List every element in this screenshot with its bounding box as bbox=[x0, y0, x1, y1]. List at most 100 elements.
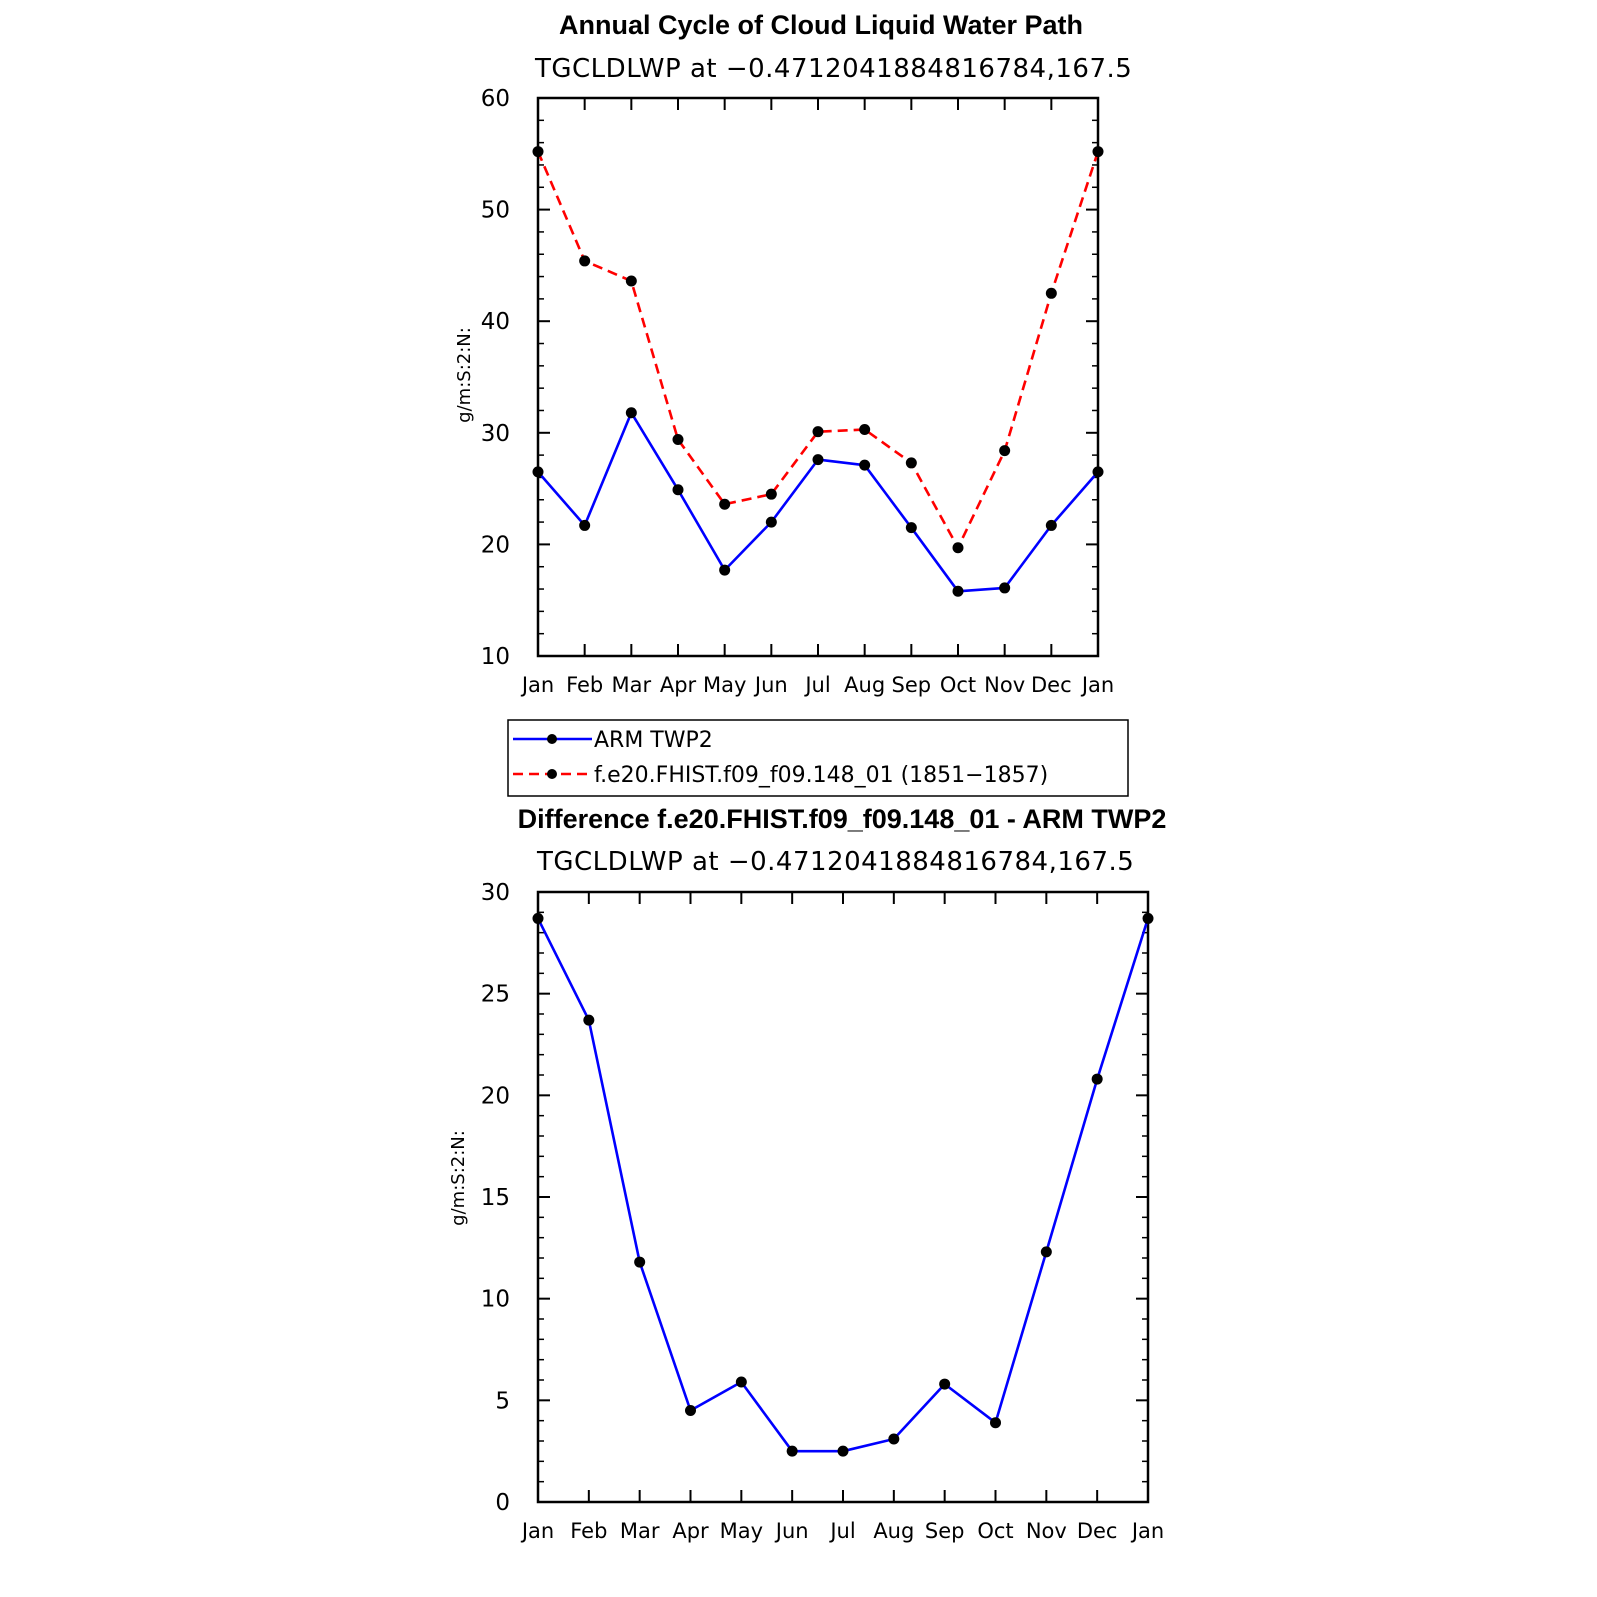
legend-marker-arm bbox=[547, 734, 557, 744]
plot-frame-1 bbox=[536, 96, 1100, 658]
chart-title-2: Difference f.e20.FHIST.f09_f09.148_01 - … bbox=[518, 804, 1167, 834]
data-point bbox=[634, 1256, 646, 1268]
data-point bbox=[952, 542, 964, 554]
data-point bbox=[685, 1405, 696, 1416]
data-point bbox=[765, 488, 777, 500]
y-tick-label: 5 bbox=[495, 1388, 510, 1414]
x-tick-label: May bbox=[703, 673, 746, 697]
y-axis-label-2: g/m:S:2:N: bbox=[448, 1130, 469, 1226]
legend: ARM TWP2 f.e20.FHIST.f09_f09.148_01 (185… bbox=[507, 719, 1129, 797]
x-tick-label: Jul bbox=[828, 1519, 855, 1543]
data-point bbox=[888, 1433, 900, 1445]
x-tick-label: Nov bbox=[984, 673, 1025, 697]
legend-marker-model bbox=[547, 769, 557, 779]
data-point bbox=[625, 407, 637, 419]
y-axis-label-1: g/m:S:2:N: bbox=[454, 327, 475, 423]
data-point bbox=[1092, 466, 1104, 478]
x-tick-label: Dec bbox=[1031, 673, 1072, 697]
plot-frame-2 bbox=[536, 890, 1150, 1504]
x-tick-label: Oct bbox=[940, 673, 976, 697]
data-point bbox=[999, 582, 1011, 594]
y-tick-label: 60 bbox=[481, 86, 510, 112]
data-point bbox=[939, 1378, 951, 1390]
legend-label-model: f.e20.FHIST.f09_f09.148_01 (1851−1857) bbox=[594, 763, 1048, 788]
legend-label-arm: ARM TWP2 bbox=[594, 728, 713, 753]
x-tick-label: Jan bbox=[520, 1519, 554, 1543]
x-tick-label: Dec bbox=[1077, 1519, 1118, 1543]
x-tick-label: Mar bbox=[620, 1519, 660, 1543]
y-tick-label: 30 bbox=[481, 880, 510, 906]
y-tick-label: 20 bbox=[481, 532, 510, 558]
data-point bbox=[625, 275, 637, 287]
data-point bbox=[905, 522, 917, 534]
legend-box bbox=[507, 719, 1129, 797]
data-point bbox=[579, 519, 591, 531]
data-point bbox=[859, 459, 871, 471]
series-group-2 bbox=[532, 912, 1154, 1457]
x-tick-label: Feb bbox=[566, 673, 603, 697]
y-tick-label: 50 bbox=[481, 198, 510, 224]
data-point bbox=[1142, 912, 1154, 924]
series-line-1 bbox=[537, 411, 1099, 593]
x-tick-label: Jan bbox=[1080, 673, 1114, 697]
data-point bbox=[735, 1376, 747, 1388]
data-point bbox=[765, 516, 777, 528]
x-tick-label: Mar bbox=[612, 673, 652, 697]
series-group-1 bbox=[532, 146, 1104, 597]
x-tick-label: Sep bbox=[892, 673, 932, 697]
series-line-1 bbox=[536, 917, 1150, 1453]
chart-subtitle-1: TGCLDLWP at −0.4712041884816784,167.5 bbox=[534, 54, 1132, 84]
y-tick-label: 30 bbox=[481, 421, 510, 447]
y-tick-label: 15 bbox=[481, 1185, 510, 1211]
y-tick-label: 20 bbox=[481, 1083, 510, 1109]
panel-annual-cycle: Annual Cycle of Cloud Liquid Water Path … bbox=[454, 10, 1132, 797]
x-tick-label: Jan bbox=[1130, 1519, 1164, 1543]
data-point bbox=[719, 498, 731, 510]
data-point bbox=[837, 1445, 849, 1457]
y-tick-label: 0 bbox=[495, 1490, 510, 1516]
data-point bbox=[532, 146, 544, 158]
data-point bbox=[532, 466, 544, 478]
x-tick-label: Jun bbox=[753, 673, 788, 697]
x-tick-label: Oct bbox=[977, 1519, 1013, 1543]
data-point bbox=[786, 1445, 798, 1457]
data-point bbox=[1092, 146, 1104, 158]
data-point bbox=[583, 1014, 595, 1026]
chart-title-1: Annual Cycle of Cloud Liquid Water Path bbox=[559, 10, 1083, 40]
data-point bbox=[990, 1417, 1001, 1429]
x-tick-label: Apr bbox=[660, 673, 697, 697]
data-point bbox=[719, 564, 731, 576]
panel-difference: Difference f.e20.FHIST.f09_f09.148_01 - … bbox=[448, 804, 1166, 1543]
axes-1: Jan Feb Mar Apr May Jun Jul Aug Sep Oct Nov Dec Jan 1… bbox=[481, 86, 1114, 697]
data-point bbox=[672, 484, 684, 496]
data-point bbox=[812, 426, 824, 438]
y-tick-label: 10 bbox=[481, 644, 510, 670]
data-point bbox=[672, 433, 684, 445]
y-tick-label: 10 bbox=[481, 1287, 510, 1313]
x-tick-label: Apr bbox=[672, 1519, 709, 1543]
x-tick-label: Jan bbox=[520, 673, 554, 697]
x-tick-label: Jul bbox=[803, 673, 830, 697]
x-tick-label: Aug bbox=[844, 673, 885, 697]
series-line-2 bbox=[536, 151, 1100, 550]
data-point bbox=[905, 457, 917, 469]
x-tick-label: Nov bbox=[1026, 1519, 1067, 1543]
chart-subtitle-2: TGCLDLWP at −0.4712041884816784,167.5 bbox=[536, 847, 1134, 877]
axes-2: Jan Feb Mar Apr May Jun Jul Aug Sep Oct Nov Dec Jan 0… bbox=[481, 880, 1164, 1543]
x-tick-label: Sep bbox=[925, 1519, 965, 1543]
y-tick-label: 25 bbox=[481, 982, 510, 1008]
data-point bbox=[1045, 287, 1057, 299]
data-point bbox=[1040, 1246, 1052, 1258]
data-point bbox=[859, 423, 871, 435]
data-point bbox=[579, 255, 591, 267]
x-tick-label: May bbox=[720, 1519, 763, 1543]
data-point bbox=[812, 454, 824, 466]
data-point bbox=[999, 445, 1011, 457]
x-tick-label: Aug bbox=[873, 1519, 914, 1543]
data-point bbox=[1045, 519, 1057, 531]
y-tick-label: 40 bbox=[481, 309, 510, 335]
x-tick-label: Feb bbox=[570, 1519, 607, 1543]
x-tick-label: Jun bbox=[774, 1519, 809, 1543]
data-point bbox=[952, 585, 964, 597]
